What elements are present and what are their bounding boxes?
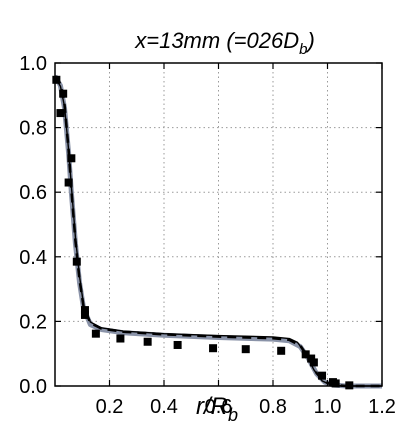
data-point <box>309 358 318 367</box>
x-tick-label: 0.4 <box>150 396 178 418</box>
y-tick-label: 0.8 <box>19 118 47 140</box>
data-point <box>64 178 73 187</box>
data-point <box>209 344 218 353</box>
x-tick-label: 0.2 <box>96 396 124 418</box>
x-axis-label-subscript: b <box>228 405 238 425</box>
y-tick-label: 0.4 <box>19 247 47 269</box>
x-tick-label: 1.2 <box>368 396 396 418</box>
y-tick-label: 0.0 <box>19 376 47 398</box>
x-tick-labels: 0.2 0.4 0.6 0.8 1.0 1.2 <box>96 396 396 418</box>
data-point <box>80 310 89 319</box>
data-point <box>301 350 310 359</box>
x-tick-label: 0.6 <box>205 396 233 418</box>
chart-title-subscript: b <box>299 41 307 58</box>
data-point <box>277 346 286 355</box>
data-point <box>72 257 81 266</box>
data-point <box>116 334 125 343</box>
data-point <box>318 371 327 380</box>
data-point <box>80 306 89 315</box>
x-axis-label: r/Rb <box>196 393 238 425</box>
x-tick-label: 0.8 <box>259 396 287 418</box>
series-line-thin <box>54 77 382 387</box>
x-tick-label: 1.0 <box>314 396 342 418</box>
chart-title-main: x=13mm (=026D <box>134 28 299 53</box>
axis-ticks <box>55 62 383 387</box>
y-tick-label: 1.0 <box>19 53 47 75</box>
data-point <box>56 109 65 118</box>
data-point <box>331 379 340 388</box>
y-tick-label: 0.6 <box>19 182 47 204</box>
y-tick-label: 0.2 <box>19 311 47 333</box>
data-point <box>52 75 61 84</box>
chart-title: x=13mm (=026Db) <box>134 28 315 58</box>
data-point <box>173 340 182 349</box>
grid-lines <box>55 63 382 386</box>
data-point <box>143 337 152 346</box>
data-point <box>67 154 76 163</box>
data-points <box>52 75 354 390</box>
x-axis-label-main: r/R <box>196 393 228 420</box>
chart-title-close: ) <box>304 28 314 53</box>
y-tick-labels: 0.0 0.2 0.4 0.6 0.8 1.0 <box>19 53 47 398</box>
data-point <box>241 345 250 354</box>
data-point <box>59 89 68 98</box>
data-point <box>91 329 100 338</box>
